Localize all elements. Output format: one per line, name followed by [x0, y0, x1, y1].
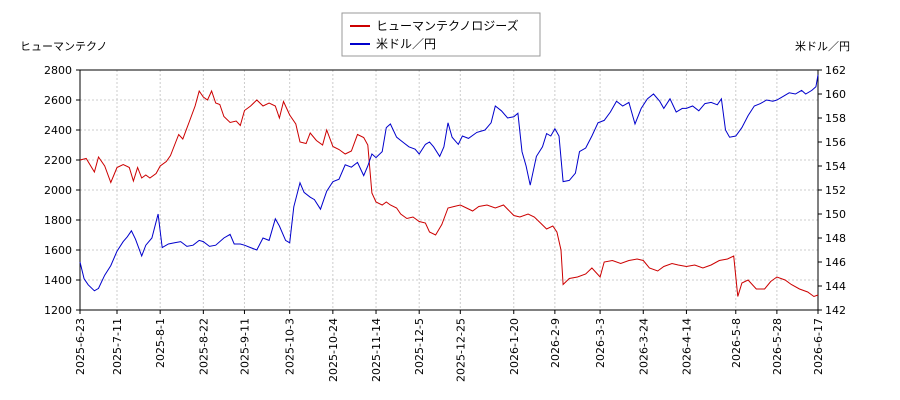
x-tick-label: 2026-5-8 [730, 318, 743, 368]
grid [79, 69, 819, 311]
series-line-company [79, 89, 819, 298]
x-tick-label: 2025-10-3 [284, 318, 297, 375]
x-tick-label: 2025-6-23 [74, 318, 87, 375]
right-tick-label: 158 [825, 112, 846, 125]
left-tick-label: 2200 [44, 154, 72, 167]
right-tick-label: 142 [825, 304, 846, 317]
right-tick-label: 150 [825, 208, 846, 221]
left-tick-label: 1400 [44, 274, 72, 287]
series-layer [79, 74, 819, 298]
x-tick-label: 2025-11-14 [370, 318, 383, 382]
right-tick-label: 162 [825, 64, 846, 77]
right-tick-label: 154 [825, 160, 846, 173]
x-tick-label: 2026-5-28 [771, 318, 784, 375]
left-tick-label: 1800 [44, 214, 72, 227]
x-tick-label: 2025-9-11 [238, 318, 251, 375]
x-tick-label: 2025-12-25 [454, 318, 467, 382]
right-tick-label: 144 [825, 280, 846, 293]
right-tick-label: 152 [825, 184, 846, 197]
left-axis: 1200 1400 1600 1800 2000 2200 2400 2600 2800 [44, 64, 80, 317]
right-tick-label: 148 [825, 232, 846, 245]
x-axis: 2025-6-23 2025-7-11 2025-8-1 2025-8-22 2025-… [74, 310, 825, 382]
right-tick-label: 156 [825, 136, 846, 149]
right-axis-title: 米ドル／円 [795, 40, 850, 53]
left-axis-title: ヒューマンテクノ [20, 40, 107, 53]
x-tick-label: 2026-3-3 [594, 318, 607, 368]
left-tick-label: 1600 [44, 244, 72, 257]
x-tick-label: 2026-6-17 [812, 318, 825, 375]
left-tick-label: 1200 [44, 304, 72, 317]
legend: ヒューマンテクノロジーズ 米ドル／円 [341, 12, 541, 57]
left-tick-label: 2800 [44, 64, 72, 77]
legend-label-company: ヒューマンテクノロジーズ [376, 18, 519, 33]
legend-box [341, 12, 541, 57]
left-tick-label: 2000 [44, 184, 72, 197]
right-axis: 142 144 146 148 150 152 154 156 158 160 162 [818, 64, 846, 317]
legend-label-usdjpy: 米ドル／円 [376, 37, 436, 51]
x-tick-label: 2025-8-1 [154, 318, 167, 368]
left-tick-label: 2600 [44, 94, 72, 107]
x-tick-label: 2026-3-24 [637, 318, 650, 375]
x-tick-label: 2026-4-14 [680, 318, 693, 375]
right-tick-label: 160 [825, 88, 846, 101]
x-tick-label: 2025-10-24 [327, 318, 340, 382]
x-tick-label: 2025-12-5 [413, 318, 426, 375]
x-tick-label: 2026-2-9 [549, 318, 562, 368]
left-tick-label: 2400 [44, 124, 72, 137]
right-tick-label: 146 [825, 256, 846, 269]
x-tick-label: 2026-1-20 [508, 318, 521, 375]
x-tick-label: 2025-7-11 [111, 318, 124, 375]
x-tick-label: 2025-8-22 [197, 318, 210, 375]
series-line-usdjpy [79, 74, 819, 292]
